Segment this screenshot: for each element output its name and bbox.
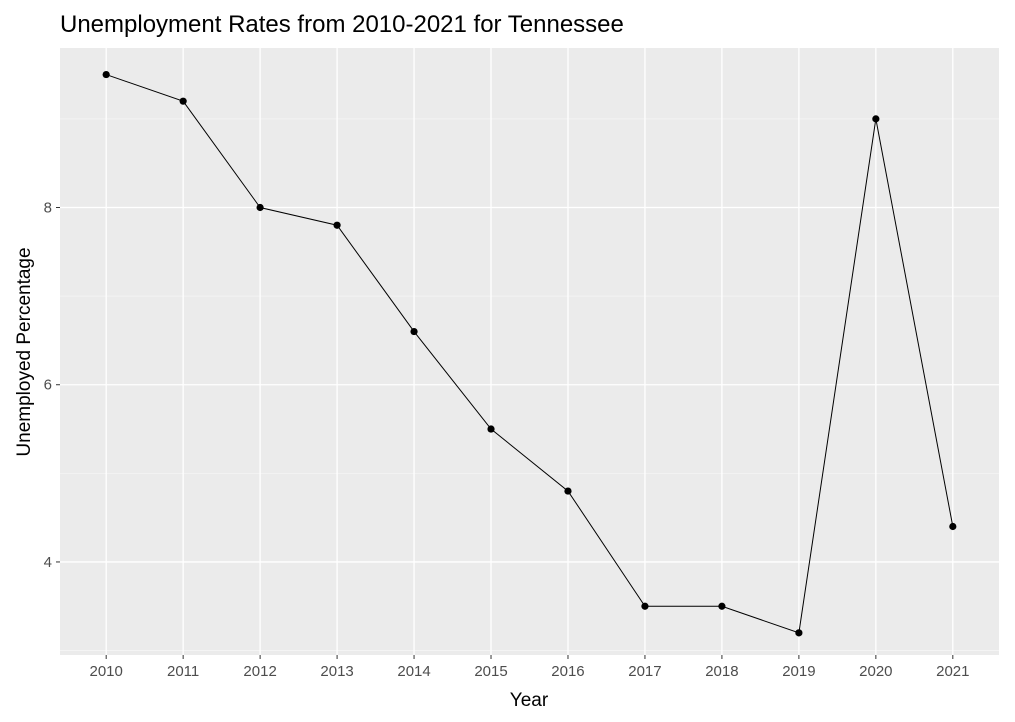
series-line — [106, 74, 954, 634]
x-tick-label: 2013 — [320, 663, 353, 680]
y-axis: 4 6 8 — [44, 200, 60, 571]
data-point — [410, 327, 418, 336]
x-tick-label: 2018 — [705, 663, 738, 680]
data-point — [872, 115, 880, 123]
plot-panel — [60, 48, 999, 655]
x-tick-label: 2012 — [243, 663, 276, 680]
x-tick-label: 2011 — [167, 663, 199, 680]
y-tick-label: 8 — [44, 200, 52, 217]
x-tick-label: 2021 — [936, 663, 969, 680]
y-tick-label: 6 — [44, 377, 52, 394]
x-tick-label: 2017 — [628, 663, 661, 680]
data-point — [102, 70, 110, 79]
x-axis: 2010 2011 2012 2013 2014 2015 2016 2017 2018 2019… — [89, 655, 970, 680]
x-tick-label: 2015 — [474, 663, 507, 680]
chart-title: Unemployment Rates from 2010-2021 for Te… — [60, 11, 624, 38]
points-layer — [102, 70, 957, 637]
series-layer — [106, 74, 954, 634]
data-point — [179, 97, 187, 105]
data-point — [487, 425, 495, 433]
data-point — [949, 522, 957, 531]
x-tick-label: 2014 — [397, 663, 430, 680]
data-point — [564, 487, 572, 495]
data-point — [641, 602, 649, 610]
x-tick-label: 2019 — [782, 663, 815, 680]
y-axis-title: Unemployed Percentage — [14, 247, 35, 456]
y-tick-label: 4 — [44, 554, 52, 571]
major-gridlines — [60, 48, 999, 655]
data-point — [795, 629, 803, 637]
x-tick-label: 2010 — [89, 663, 122, 680]
x-axis-title: Year — [510, 690, 549, 711]
data-point — [256, 203, 264, 212]
x-tick-label: 2016 — [551, 663, 584, 680]
data-point — [333, 221, 341, 229]
minor-gridlines — [60, 118, 999, 651]
data-point — [718, 602, 726, 610]
x-tick-label: 2020 — [859, 663, 892, 680]
